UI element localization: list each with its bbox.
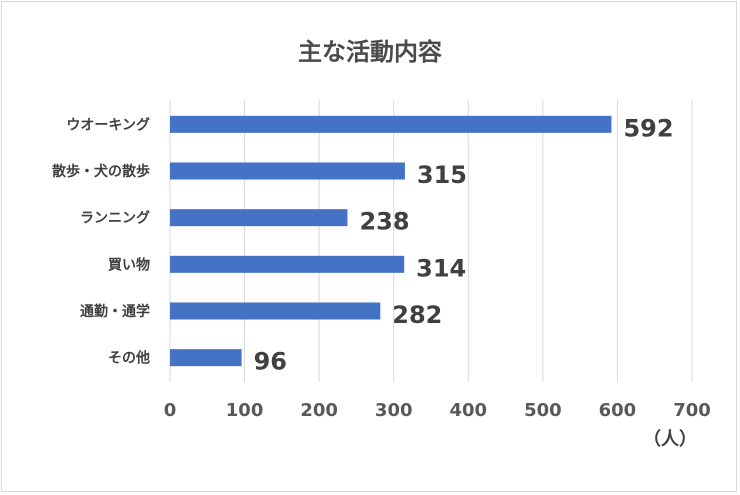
category-label-3: 買い物	[108, 256, 150, 273]
bar-4	[170, 302, 381, 320]
bar-0	[170, 115, 612, 133]
data-label-3: 314	[416, 254, 466, 282]
x-tick-label-4: 400	[449, 400, 487, 421]
x-tick-label-3: 300	[375, 400, 413, 421]
x-axis-ticks: 0 100 200 300 400 500 600 700	[164, 400, 711, 421]
category-label-1: 散歩・犬の散歩	[52, 163, 150, 180]
category-label-5: その他	[108, 350, 150, 367]
chart-title: 主な活動内容	[298, 38, 442, 66]
x-tick-label-6: 600	[599, 400, 637, 421]
bar-5	[170, 349, 242, 367]
grid	[169, 100, 693, 382]
category-label-0: ウオーキング	[66, 116, 150, 133]
bar-1	[170, 162, 405, 180]
category-label-2: ランニング	[80, 210, 150, 227]
x-tick-label-7: 700	[673, 400, 711, 421]
x-tick-label-0: 0	[164, 400, 177, 421]
data-label-5: 96	[254, 348, 287, 376]
data-label-1: 315	[417, 161, 467, 189]
bar-2	[170, 209, 348, 227]
data-label-0: 592	[623, 114, 673, 142]
data-label-2: 238	[359, 208, 409, 236]
bars	[170, 115, 612, 367]
x-tick-label-2: 200	[300, 400, 338, 421]
bar-3	[170, 255, 405, 273]
x-tick-label-1: 100	[226, 400, 264, 421]
category-label-4: 通勤・通学	[80, 303, 150, 320]
x-axis-unit: （人）	[643, 429, 697, 450]
data-label-4: 282	[392, 301, 442, 329]
x-tick-label-5: 500	[524, 400, 562, 421]
